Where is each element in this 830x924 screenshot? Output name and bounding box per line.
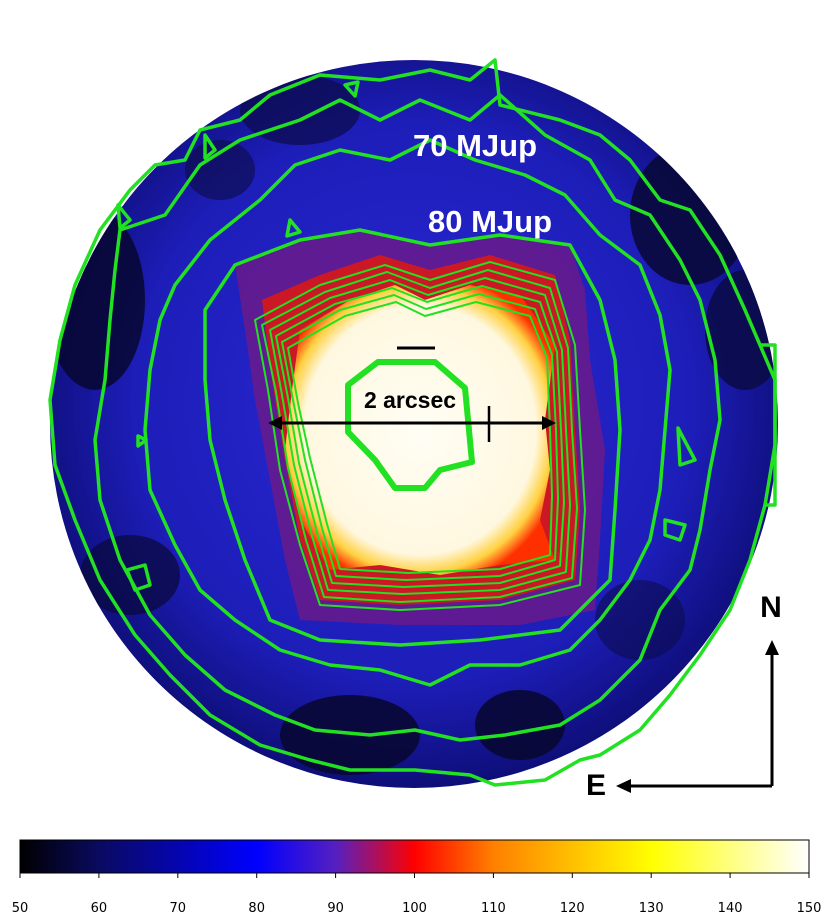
colorbar-tick-label: 50 — [12, 901, 29, 916]
scale-bar — [268, 346, 556, 442]
north-label: N — [760, 591, 782, 624]
colorbar-tick-label: 110 — [481, 901, 506, 916]
colorbar-tick-label: 100 — [402, 901, 427, 916]
contour-bundle — [254, 261, 586, 611]
east-label: E — [586, 769, 606, 802]
contour-label-80: 80 MJup — [428, 204, 552, 239]
colorbar-tick-label: 140 — [718, 901, 743, 916]
contour-80-mjup — [143, 138, 672, 687]
image-disk — [50, 60, 778, 788]
colorbar-tick-label: 120 — [560, 901, 585, 916]
saturated-core — [285, 285, 555, 575]
colorbar-tick-label: 130 — [639, 901, 664, 916]
colorbar-tick-label: 60 — [91, 901, 108, 916]
colorbar-gradient — [19, 839, 810, 874]
contour-center-octagon — [345, 359, 475, 491]
colorbar: 50 60 70 80 90 100 110 120 130 140 150 — [12, 839, 822, 916]
colorbar-tick-label: 90 — [327, 901, 344, 916]
scale-bar-label: 2 arcsec — [364, 387, 456, 413]
colorbar-tick-label: 150 — [797, 901, 822, 916]
colorbar-tick-label: 80 — [248, 901, 265, 916]
contour-outer — [48, 58, 777, 787]
compass — [616, 640, 779, 793]
contour-inner — [203, 228, 622, 647]
contour-lines — [48, 58, 777, 787]
colorbar-tick-label: 70 — [170, 901, 187, 916]
contour-label-70: 70 MJup — [413, 128, 537, 163]
colorbar-ticks: 50 60 70 80 90 100 110 120 130 140 150 — [12, 873, 822, 916]
contour-70-mjup — [93, 93, 722, 742]
